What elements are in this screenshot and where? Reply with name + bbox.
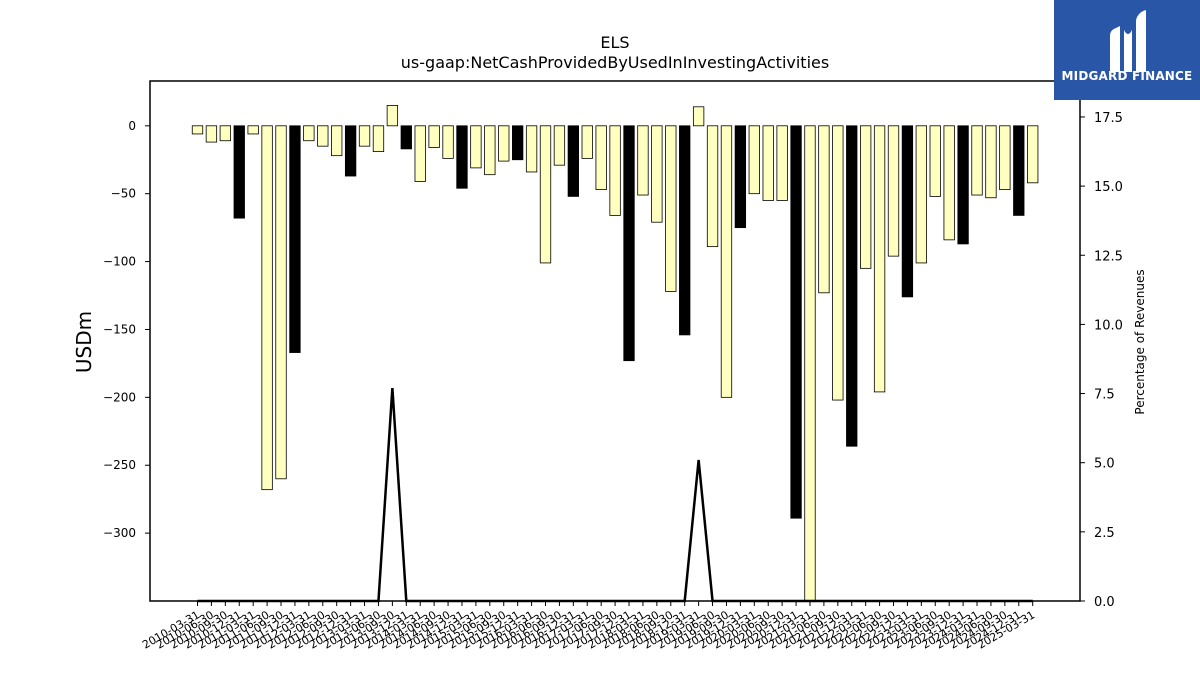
- bar: [846, 125, 858, 447]
- bar: [484, 125, 496, 176]
- bar: [581, 125, 593, 159]
- bar: [790, 125, 802, 519]
- bar: [525, 125, 538, 173]
- y2-tick-label: 12.5: [1094, 249, 1123, 264]
- bar: [317, 125, 329, 147]
- bar: [233, 125, 245, 219]
- bar: [372, 125, 385, 153]
- bar: [901, 125, 914, 298]
- bar: [553, 125, 566, 166]
- y2-tick-label: 17.5: [1094, 111, 1123, 126]
- bar: [205, 125, 218, 143]
- bar: [303, 125, 315, 142]
- bar: [219, 125, 231, 142]
- bar: [456, 125, 468, 189]
- bar: [748, 125, 760, 195]
- y-tick-label: −50: [111, 187, 136, 201]
- bar: [386, 105, 399, 127]
- bar: [887, 125, 900, 257]
- bar: [762, 125, 774, 201]
- bar: [915, 125, 927, 264]
- bar: [595, 125, 607, 191]
- bar: [804, 125, 816, 602]
- pct-of-revenues-line: [197, 387, 1033, 603]
- y-tick-label: −200: [103, 390, 136, 404]
- brand-logo: MIDGARD FINANCE: [1054, 0, 1200, 100]
- bar: [832, 125, 844, 401]
- bar: [428, 125, 440, 148]
- bar: [400, 125, 412, 150]
- bar: [929, 125, 941, 197]
- bar: [776, 125, 788, 201]
- bar: [860, 125, 872, 269]
- bar: [720, 125, 733, 398]
- y-axis-label: USDm: [72, 311, 96, 373]
- bar: [275, 125, 287, 480]
- bar: [191, 125, 204, 135]
- bar: [289, 125, 301, 353]
- bar: [818, 125, 830, 294]
- bar: [358, 125, 371, 147]
- bar: [442, 125, 454, 159]
- y2-tick-label: 7.5: [1094, 388, 1115, 403]
- bar: [539, 125, 552, 264]
- y-tick-label: 0: [128, 119, 136, 133]
- chart-subtitle: us-gaap:NetCashProvidedByUsedInInvesting…: [401, 53, 829, 72]
- bar: [623, 125, 635, 362]
- y2-axis-label: Percentage of Revenues: [1133, 269, 1147, 414]
- plot-frame: [149, 80, 1081, 602]
- bar: [344, 125, 357, 177]
- bar: [999, 125, 1011, 191]
- y2-tick-label: 5.0: [1094, 457, 1115, 472]
- y2-tick-label: 2.5: [1094, 526, 1115, 541]
- x-ticks-group: 2010-03-312010-06-302010-09-302010-12-31…: [140, 601, 1037, 652]
- bar: [637, 125, 649, 196]
- bar: [665, 125, 677, 292]
- y2-ticks-group: 0.0 2.5 5.0 7.5 10.0 12.5 15.0 17.5: [1080, 111, 1123, 610]
- bar: [1027, 125, 1039, 184]
- y-tick-label: −250: [103, 458, 136, 472]
- chart-title: ELS: [600, 33, 629, 52]
- y-tick-label: −100: [103, 255, 136, 269]
- bar: [414, 125, 426, 182]
- y-tick-label: −150: [103, 322, 136, 336]
- bar: [651, 125, 663, 223]
- y2-tick-label: 10.0: [1094, 318, 1123, 333]
- brand-mark-icon: [1110, 10, 1146, 72]
- brand-name: MIDGARD FINANCE: [1061, 69, 1193, 83]
- bar: [609, 125, 621, 216]
- bar: [331, 125, 343, 157]
- bar: [873, 125, 886, 393]
- bar: [734, 125, 747, 229]
- bars-group: [191, 105, 1039, 602]
- y2-tick-label: 0.0: [1094, 595, 1115, 610]
- pct-line-group: [197, 387, 1033, 603]
- bar: [957, 125, 969, 245]
- bar: [261, 125, 273, 491]
- bar: [679, 125, 691, 336]
- bar: [971, 125, 983, 196]
- bar: [567, 125, 579, 197]
- y-ticks-group: 0 −50 −100 −150 −200 −250 −300: [103, 119, 150, 540]
- bar: [512, 125, 524, 161]
- bar: [706, 125, 719, 248]
- bar: [470, 125, 482, 169]
- y-tick-label: −300: [103, 526, 136, 540]
- y2-tick-label: 15.0: [1094, 180, 1123, 195]
- bar: [985, 125, 997, 199]
- bar: [692, 106, 705, 127]
- bar: [247, 125, 259, 135]
- bar: [1013, 125, 1025, 216]
- bar: [498, 125, 510, 162]
- bar: [943, 125, 955, 241]
